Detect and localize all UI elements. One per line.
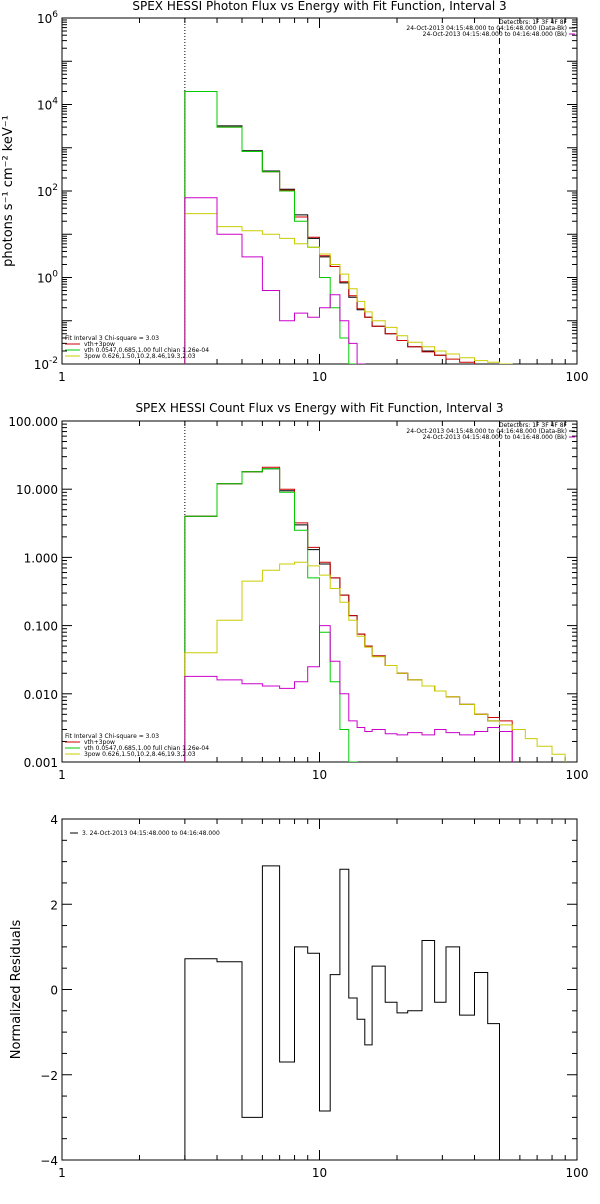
legend-top-entry: Detectors: 1F 3F 4F 8F xyxy=(499,19,568,26)
y-tick-label: 104 xyxy=(37,97,58,113)
series-data-bk xyxy=(184,91,447,364)
y-tick-label: 102 xyxy=(37,183,58,199)
x-tick-label: 10 xyxy=(312,768,327,782)
legend-entry: vth+3pow xyxy=(84,739,115,746)
series-bk xyxy=(184,625,513,762)
series-data-bk xyxy=(184,468,500,762)
chart-title: SPEX HESSI Count Flux vs Energy with Fit… xyxy=(135,401,503,415)
legend-entry: 3pow 0.626,1.50,10.2,8.46,19.3,2.03 xyxy=(84,353,196,360)
legend-fit-header: Fit Interval 3 Chi-square = 3.03 xyxy=(65,733,159,740)
y-tick-label: 10.000 xyxy=(16,483,58,497)
series-vth xyxy=(184,468,358,762)
residuals-panel: 1 10 100 −4 −2 0 2 4 Normalized Residuals 3. 24-O… xyxy=(9,813,588,1180)
legend-entry: 3pow 0.626,1.50,10.2,8.46,19.3,2.03 xyxy=(84,751,196,758)
y-tick-label: 100 xyxy=(37,270,58,286)
legend-top-entry: 24-Oct-2013 04:15:48.000 to 04:16:48.000… xyxy=(423,31,567,38)
legend-top-entry: 24-Oct-2013 04:15:48.000 to 04:16:48.000… xyxy=(423,434,567,441)
series-vth xyxy=(184,91,358,364)
chart-title: SPEX HESSI Photon Flux vs Energy with Fi… xyxy=(132,0,506,13)
y-tick-label: 0 xyxy=(50,984,58,998)
y-axis-label: Normalized Residuals xyxy=(9,920,24,1060)
series-bk xyxy=(184,197,366,364)
y-tick-label: 0.010 xyxy=(24,688,58,702)
y-tick-label: 0.001 xyxy=(24,756,58,770)
y-tick-label: 106 xyxy=(37,10,58,26)
legend-top-entry: 24-Oct-2013 04:15:48.000 to 04:16:48.000… xyxy=(406,25,567,32)
series-3pow xyxy=(184,213,513,364)
y-tick-label: −2 xyxy=(40,1069,58,1083)
x-tick-label: 100 xyxy=(566,768,589,782)
legend-fit-header: Fit Interval 3 Chi-square = 3.03 xyxy=(65,335,159,342)
legend-entry: vth 0.0547,0.685,1.00 full chian 1.26e-0… xyxy=(84,745,209,752)
y-tick-label: 0.100 xyxy=(24,620,58,634)
series-group xyxy=(184,466,566,762)
y-axis-label: photons s⁻¹ cm⁻² keV⁻¹ xyxy=(1,115,16,267)
series-group xyxy=(184,865,500,1160)
x-tick-label: 1 xyxy=(58,1166,66,1180)
x-tick-label: 10 xyxy=(312,1166,327,1180)
legend-entry: vth 0.0547,0.685,1.00 full chian 1.26e-0… xyxy=(84,347,209,354)
series-residuals xyxy=(184,865,500,1160)
series-vth-3pow xyxy=(184,91,475,364)
y-tick-label: 2 xyxy=(50,898,58,912)
x-tick-label: 100 xyxy=(566,370,589,384)
x-tick-label: 1 xyxy=(58,370,66,384)
y-tick-label: 1.000 xyxy=(24,551,58,565)
y-tick-label: 100.000 xyxy=(8,415,58,429)
series-group xyxy=(184,91,513,364)
x-tick-label: 1 xyxy=(58,768,66,782)
legend-entry: vth+3pow xyxy=(84,341,115,348)
legend-entry: 3. 24-Oct-2013 04:15:48.000 to 04:16:48.… xyxy=(82,830,220,837)
y-tick-label: 10-2 xyxy=(34,356,58,372)
x-tick-label: 10 xyxy=(312,370,327,384)
legend-top-entry: 24-Oct-2013 04:15:48.000 to 04:16:48.000… xyxy=(406,428,567,435)
y-tick-label: −4 xyxy=(40,1154,58,1168)
legend-top-entry: Detectors: 1F 3F 4F 8F xyxy=(499,422,568,429)
series-3pow xyxy=(184,561,566,762)
photon-flux-panel: SPEX HESSI Photon Flux vs Energy with Fi… xyxy=(1,0,588,384)
y-tick-label: 4 xyxy=(50,813,58,827)
count-flux-panel: SPEX HESSI Count Flux vs Energy with Fit… xyxy=(8,401,588,782)
x-tick-label: 100 xyxy=(566,1166,589,1180)
